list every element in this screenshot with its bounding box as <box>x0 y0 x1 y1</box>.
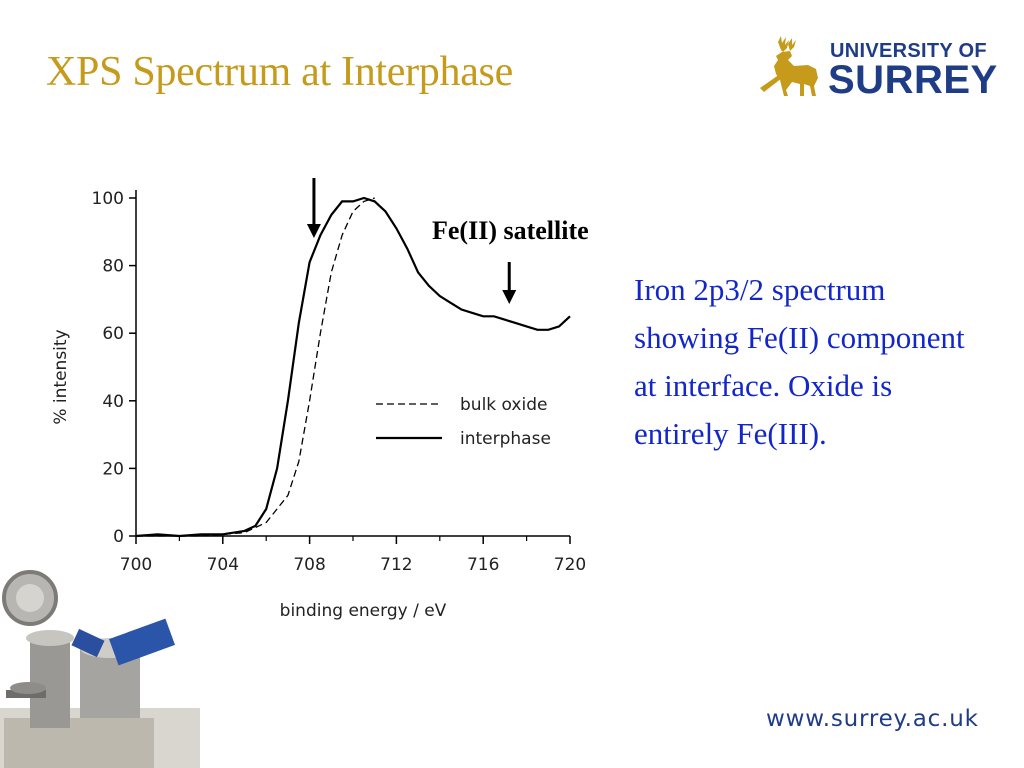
x-tick-label: 700 <box>120 555 152 575</box>
legend-label: interphase <box>460 429 551 449</box>
x-tick-label: 704 <box>207 555 239 575</box>
series-line-bulk-oxide <box>136 197 375 537</box>
xps-chart: 700 704 708 712 716 720 0 20 40 60 80 100 binding en… <box>40 168 640 638</box>
y-tick-label: 20 <box>102 459 124 479</box>
y-tick-label: 60 <box>102 324 124 344</box>
arrow-head <box>306 224 321 238</box>
x-tick-label: 708 <box>293 555 325 575</box>
y-tick-label: 100 <box>92 189 124 209</box>
logo-university-of: UNIVERSITY OF <box>830 40 987 62</box>
arrow-head <box>502 290 517 304</box>
x-tick-label: 716 <box>467 555 499 575</box>
y-tick-label: 80 <box>102 257 124 277</box>
y-axis-label: % intensity <box>51 329 71 424</box>
chart-svg: 700 704 708 712 716 720 0 20 40 60 80 100 binding en… <box>51 178 586 621</box>
series-line-interphase <box>135 196 571 538</box>
footer-url: www.surrey.ac.uk <box>766 706 979 732</box>
slide-title: XPS Spectrum at Interphase <box>46 49 513 95</box>
annotation-label: Fe(II) satellite <box>432 216 589 245</box>
y-tick-label: 40 <box>102 392 124 412</box>
x-axis-label: binding energy / eV <box>280 601 447 621</box>
x-tick-label: 712 <box>380 555 412 575</box>
x-tick-label: 720 <box>554 555 586 575</box>
legend-label: bulk oxide <box>460 395 547 415</box>
xps-instrument-image <box>0 570 200 768</box>
y-tick-label: 0 <box>113 527 124 547</box>
logo-surrey: SURREY <box>828 58 998 102</box>
university-logo: UNIVERSITY OF SURREY <box>758 34 998 106</box>
description-text: Iron 2p3/2 spectrum showing Fe(II) compo… <box>634 272 965 451</box>
stag-icon <box>760 36 818 96</box>
